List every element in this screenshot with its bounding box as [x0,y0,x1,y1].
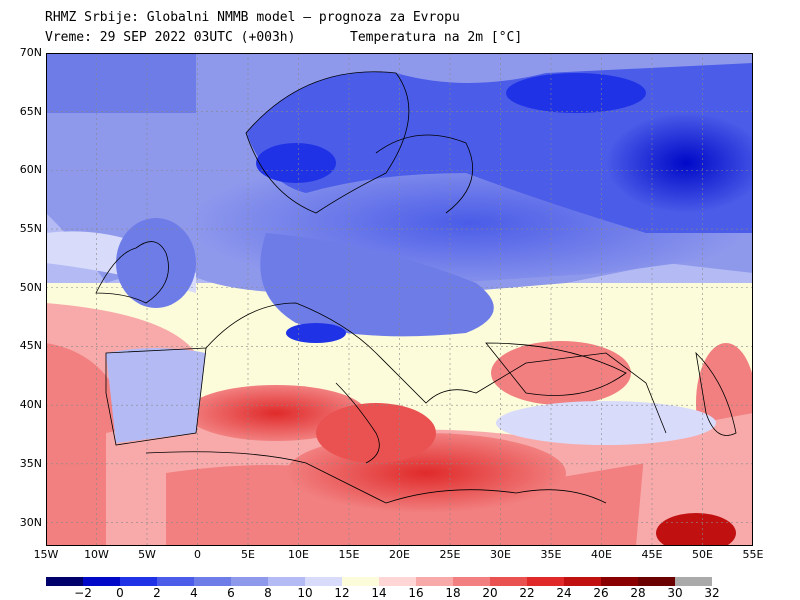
colorbar-label: 26 [593,586,609,600]
latitude-label: 45N [19,339,42,353]
colorbar-swatch [490,577,527,586]
longitude-label: 10E [288,548,309,561]
colorbar-label: 22 [519,586,535,600]
colorbar-label: 14 [371,586,387,600]
colorbar-swatch [268,577,305,586]
latitude-label: 50N [19,280,42,294]
longitude-label: 0 [194,548,201,561]
colorbar-swatch [453,577,490,586]
colorbar-swatch [342,577,379,586]
colorbar-swatch [83,577,120,586]
longitude-label: 5W [138,548,156,561]
colorbar-swatch [379,577,416,586]
longitude-label: 35E [540,548,562,561]
longitude-label: 25E [439,548,461,561]
longitude-label: 5E [241,548,255,561]
colorbar-label: 24 [556,586,572,600]
longitude-label: 15E [338,548,360,561]
colorbar-label: 20 [482,586,498,600]
colorbar-label: −2 [74,586,92,600]
colorbar-swatch [564,577,601,586]
colorbar-label: 16 [408,586,424,600]
colorbar-label: 4 [190,586,198,600]
colorbar-swatch [675,577,712,586]
colorbar [46,577,712,586]
colorbar-label: 10 [297,586,313,600]
longitude-label: 10W [84,548,109,561]
colorbar-swatch [527,577,564,586]
latitude-label: 70N [19,46,42,59]
variable-label: Temperatura na 2m [°C] [350,30,523,45]
forecast-time: Vreme: 29 SEP 2022 03UTC (+003h) [45,30,296,45]
colorbar-swatch [416,577,453,586]
longitude-label: 20E [389,548,410,561]
colorbar-label: 18 [445,586,461,600]
latitude-label: 55N [19,222,42,236]
colorbar-swatch [231,577,268,586]
colorbar-label: 6 [227,586,235,600]
colorbar-swatch [46,577,83,586]
latitude-label: 40N [19,398,42,412]
longitude-label: 50E [692,548,713,561]
colorbar-label: 28 [630,586,646,600]
latitude-label: 35N [19,456,42,470]
colorbar-label: 30 [667,586,683,600]
colorbar-label: 12 [334,586,350,600]
colorbar-label: 2 [153,586,161,600]
colorbar-swatch [601,577,638,586]
colorbar-swatch [638,577,675,586]
colorbar-label: 0 [116,586,124,600]
temperature-map [46,53,753,546]
longitude-label: 40E [591,548,612,561]
colorbar-label: 32 [704,586,720,600]
latitude-label: 60N [19,163,42,177]
longitude-label: 30E [490,548,511,561]
longitude-label: 55E [742,548,764,561]
colorbar-swatch [194,577,231,586]
longitude-label: 45E [641,548,663,561]
colorbar-swatch [120,577,157,586]
longitude-label: 15W [33,548,59,561]
map-title: RHMZ Srbije: Globalni NMMB model — progn… [45,10,460,25]
colorbar-label: 8 [264,586,272,600]
grid-lines [46,53,753,546]
latitude-label: 65N [19,104,42,118]
colorbar-swatch [157,577,194,586]
latitude-label: 30N [19,515,42,529]
colorbar-swatch [305,577,342,586]
